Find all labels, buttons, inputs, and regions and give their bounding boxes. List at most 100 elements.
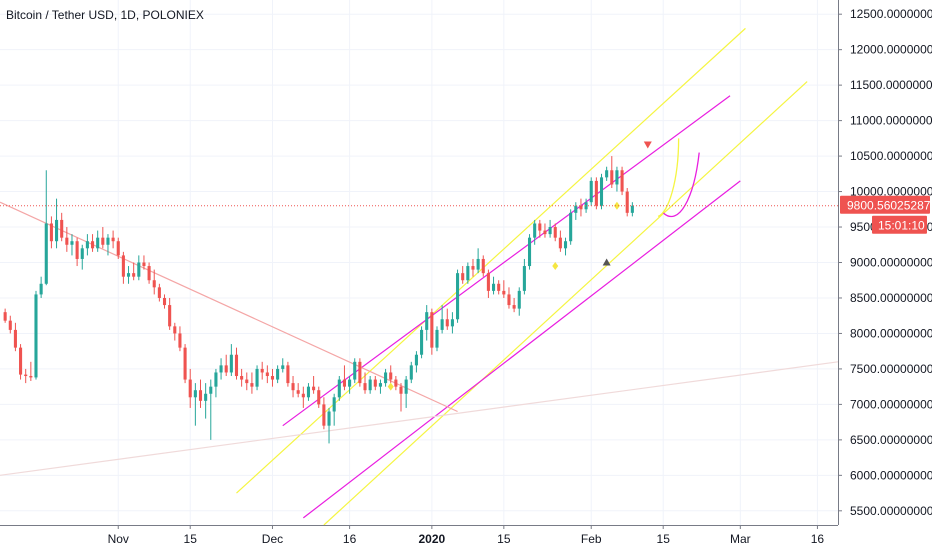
candle-body[interactable] xyxy=(389,372,393,380)
candle-body[interactable] xyxy=(39,283,43,295)
lower-yellow-channel-line[interactable] xyxy=(323,81,808,526)
candle-body[interactable] xyxy=(312,386,316,391)
candle-body[interactable] xyxy=(111,237,115,242)
candle-body[interactable] xyxy=(599,177,604,206)
candle-body[interactable] xyxy=(229,354,233,373)
candle-body[interactable] xyxy=(96,237,100,249)
candle-body[interactable] xyxy=(147,266,151,281)
candle-body[interactable] xyxy=(579,205,583,210)
candle-body[interactable] xyxy=(394,379,398,387)
candle-body[interactable] xyxy=(3,312,7,321)
candle-body[interactable] xyxy=(522,266,526,291)
candle-body[interactable] xyxy=(610,170,614,185)
candle-body[interactable] xyxy=(589,180,593,203)
candle-body[interactable] xyxy=(219,365,223,373)
diamond-marker[interactable] xyxy=(613,201,620,210)
candle-body[interactable] xyxy=(450,319,454,327)
candle-body[interactable] xyxy=(461,273,465,281)
candle-body[interactable] xyxy=(373,379,377,387)
candle-body[interactable] xyxy=(306,386,311,398)
candle-body[interactable] xyxy=(317,390,321,405)
triangle-down-marker[interactable] xyxy=(643,141,652,149)
diamond-marker[interactable] xyxy=(552,262,559,271)
candle-body[interactable] xyxy=(363,383,367,391)
upper-yellow-channel-line[interactable] xyxy=(236,27,746,494)
candle-body[interactable] xyxy=(85,241,89,249)
candle-body[interactable] xyxy=(121,255,125,277)
candle-body[interactable] xyxy=(291,383,295,391)
diamond-marker[interactable] xyxy=(387,382,394,391)
candle-body[interactable] xyxy=(368,379,372,391)
candle-body[interactable] xyxy=(594,180,598,206)
candle-body[interactable] xyxy=(332,397,336,412)
candle-body[interactable] xyxy=(563,241,568,249)
candle-body[interactable] xyxy=(492,283,496,291)
candle-body[interactable] xyxy=(543,230,547,235)
candle-body[interactable] xyxy=(502,290,506,295)
candle-body[interactable] xyxy=(132,273,136,277)
candle-body[interactable] xyxy=(358,361,362,384)
candle-body[interactable] xyxy=(183,347,187,380)
candle-body[interactable] xyxy=(430,312,434,348)
candle-body[interactable] xyxy=(234,354,239,377)
candle-body[interactable] xyxy=(497,283,501,291)
candle-body[interactable] xyxy=(327,411,331,426)
candle-body[interactable] xyxy=(548,227,552,235)
candle-body[interactable] xyxy=(574,205,578,213)
candle-body[interactable] xyxy=(409,365,413,380)
candle-body[interactable] xyxy=(399,386,403,394)
candle-body[interactable] xyxy=(337,379,341,398)
candle-body[interactable] xyxy=(265,372,269,377)
candle-body[interactable] xyxy=(8,320,12,330)
candle-body[interactable] xyxy=(65,237,69,245)
candle-body[interactable] xyxy=(178,333,182,348)
candle-body[interactable] xyxy=(204,393,208,401)
candle-body[interactable] xyxy=(101,237,105,245)
candle-body[interactable] xyxy=(476,258,480,270)
triangle-up-marker[interactable] xyxy=(602,258,611,266)
magenta-projection-curve[interactable] xyxy=(662,152,700,218)
candle-body[interactable] xyxy=(466,266,470,281)
candle-body[interactable] xyxy=(152,280,156,288)
candle-body[interactable] xyxy=(198,390,203,401)
candle-body[interactable] xyxy=(188,379,192,398)
candle-body[interactable] xyxy=(80,248,84,259)
lower-magenta-channel-line[interactable] xyxy=(302,180,741,519)
yellow-projection-curve[interactable] xyxy=(657,138,680,217)
candle-body[interactable] xyxy=(44,223,48,284)
candle-body[interactable] xyxy=(75,241,79,259)
candle-body[interactable] xyxy=(116,241,120,256)
candle-body[interactable] xyxy=(435,329,439,348)
candle-body[interactable] xyxy=(276,368,280,380)
upper-magenta-channel-line[interactable] xyxy=(282,95,731,427)
candle-body[interactable] xyxy=(486,273,490,291)
candle-body[interactable] xyxy=(286,365,290,384)
long-term-support-line[interactable] xyxy=(0,361,839,476)
candle-body[interactable] xyxy=(137,262,141,277)
candle-body[interactable] xyxy=(625,191,629,213)
candle-body[interactable] xyxy=(456,273,460,320)
candle-body[interactable] xyxy=(70,241,74,245)
candle-body[interactable] xyxy=(553,227,557,238)
candle-body[interactable] xyxy=(569,212,573,242)
candle-body[interactable] xyxy=(445,319,449,327)
candle-body[interactable] xyxy=(240,376,244,380)
candle-body[interactable] xyxy=(24,374,28,377)
candle-body[interactable] xyxy=(353,361,357,380)
candle-body[interactable] xyxy=(605,170,609,178)
descending-trend-line[interactable] xyxy=(0,201,458,413)
candle-body[interactable] xyxy=(512,305,516,309)
candle-body[interactable] xyxy=(440,319,444,330)
candle-body[interactable] xyxy=(19,347,23,375)
candle-body[interactable] xyxy=(13,329,17,348)
candle-body[interactable] xyxy=(404,379,408,394)
candle-body[interactable] xyxy=(296,390,300,394)
candle-body[interactable] xyxy=(481,258,485,274)
candle-body[interactable] xyxy=(173,326,177,334)
candle-body[interactable] xyxy=(281,365,285,369)
candle-body[interactable] xyxy=(322,404,326,426)
candle-body[interactable] xyxy=(214,372,218,387)
candle-body[interactable] xyxy=(620,170,624,192)
candle-body[interactable] xyxy=(260,368,264,373)
